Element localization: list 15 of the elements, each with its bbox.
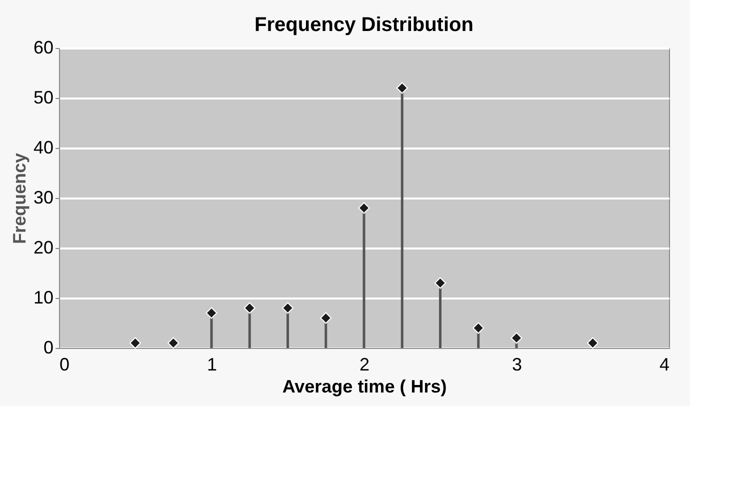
y-tick-label: 20 <box>33 238 54 258</box>
x-tick-label: 0 <box>60 354 70 374</box>
x-tick-label: 4 <box>659 354 670 374</box>
y-tick-label: 10 <box>33 288 54 308</box>
y-tick-label: 60 <box>33 38 54 58</box>
y-axis-title: Frequency <box>9 152 30 244</box>
y-tick-label: 40 <box>33 138 54 158</box>
y-tick-label: 30 <box>33 188 54 208</box>
x-axis-title: Average time ( Hrs) <box>282 376 447 396</box>
chart-title: Frequency Distribution <box>254 14 474 36</box>
x-tick-label: 1 <box>206 354 218 374</box>
x-tick-label: 3 <box>512 354 522 374</box>
y-tick-label: 0 <box>43 338 54 358</box>
x-tick-label: 2 <box>359 354 370 374</box>
y-tick-label: 50 <box>33 88 54 108</box>
